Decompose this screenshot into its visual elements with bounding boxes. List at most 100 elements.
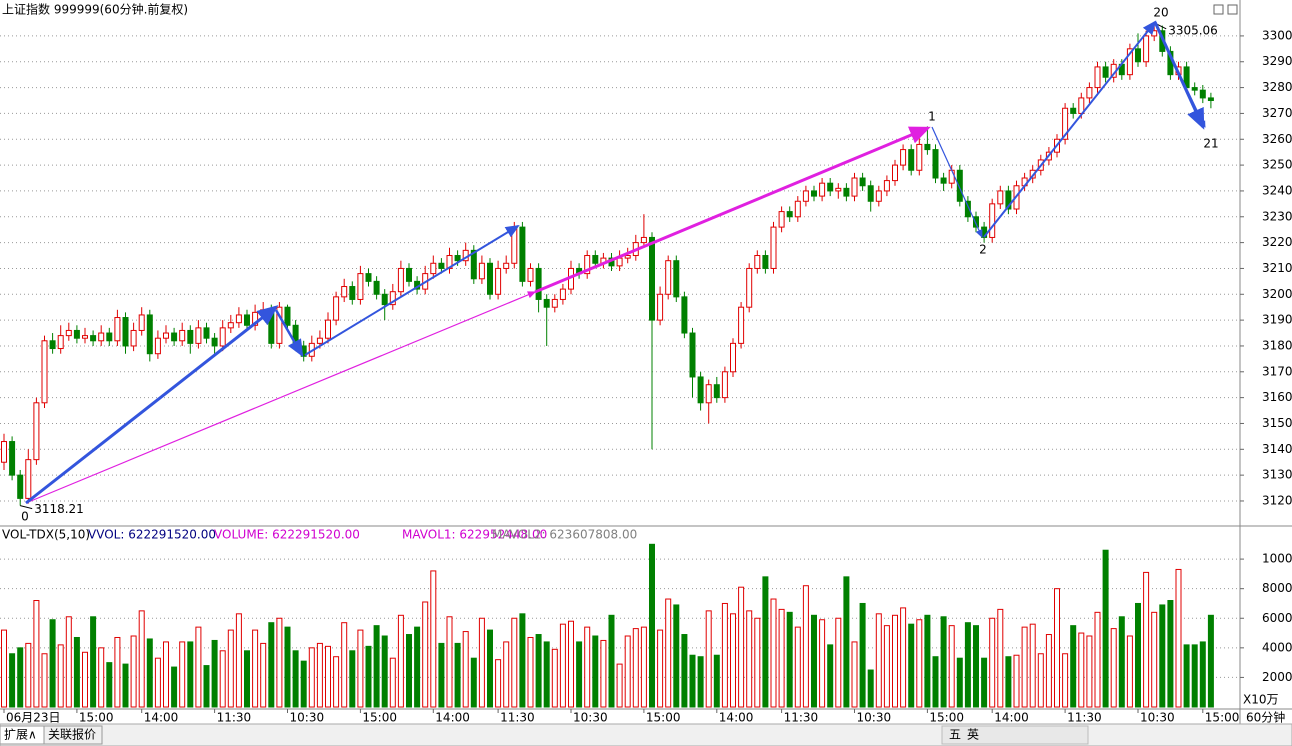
volume-bar [325,645,331,708]
candle-body [649,236,655,321]
candle-body [924,143,931,151]
window-button[interactable] [1227,4,1238,15]
volume-bar [227,629,234,708]
candle-body [357,273,364,300]
ime-icon[interactable]: 英 [967,728,979,742]
candle-body [551,298,558,308]
candle-body [154,337,161,355]
candle-body [956,169,963,202]
volume-bar [770,598,777,708]
chart-title: 上证指数 999999(60分钟.前复权) [2,2,188,17]
volume-bar [908,623,915,708]
wave-line [534,126,931,294]
volume-bar [365,645,372,708]
volume-bar [568,620,574,708]
candle-body [211,337,218,347]
candle-body [543,298,550,308]
volume-bar [640,626,647,708]
volume-bar [511,617,518,708]
candle-body [495,267,502,295]
candle-body [163,332,169,339]
candle-body [616,257,623,267]
volume-bar [276,617,283,708]
candle-body [316,337,323,344]
volume-bar [867,669,874,708]
candle-body [908,149,915,171]
volume-bar [681,634,688,708]
candle-body [122,317,129,347]
candle-body [98,332,105,342]
volume-bar [381,635,388,708]
y-tick-label: 3190 [1262,313,1292,327]
volume-bar [973,625,979,708]
candle-body [875,190,882,202]
volume-bar [673,604,680,708]
candle-body [1191,87,1198,91]
candle-body [244,314,250,326]
volume-bar [1086,635,1093,708]
volume-bar [730,613,736,708]
volume-bar [576,641,583,708]
volume-unit: X10万 [1243,693,1279,707]
volume-bar [446,616,453,708]
tab[interactable] [43,725,103,745]
tab-label[interactable]: 关联报价 [48,727,96,742]
volume-bar [981,657,988,708]
volume-legend: VOL-TDX(5,10) [2,528,90,542]
volume-bar [989,617,996,708]
volume-bar [1054,588,1060,708]
volume-bar [260,642,267,708]
candle-body [883,180,890,192]
volume-bar [697,656,704,708]
candle-body [746,267,753,308]
volume-bar [543,641,550,708]
candle-body [811,190,817,197]
candle-body [333,296,340,321]
candle-body [187,329,194,344]
volume-bar [333,656,340,708]
candle-body [1094,66,1101,89]
volume-bar [438,642,445,708]
volume-bar [25,642,32,708]
candle-body [819,182,826,197]
volume-bar [171,666,178,708]
candle-body [964,200,971,218]
volume-bar [892,614,898,708]
candle-body [130,329,137,347]
volume-bar [454,642,461,708]
candle-body [948,169,955,184]
candle-body [276,306,283,344]
candle-body [470,249,477,280]
wave-label: 1 [928,110,936,124]
volume-bar [1135,602,1141,708]
high-label: 3305.06 [1168,23,1218,37]
window-button[interactable] [1213,4,1224,15]
ime-icon[interactable]: 五 [949,728,961,742]
volume-bar [187,641,194,708]
volume-bar [1118,616,1125,708]
volume-bar [1159,604,1166,708]
candle-body [65,329,72,337]
candle-body [438,262,445,269]
candle-body [381,293,388,306]
y-tick-label: 3150 [1262,416,1292,430]
wave-line [931,126,983,239]
period-label: 60分钟 [1246,710,1285,725]
tab-label[interactable]: 扩展∧ [4,728,37,742]
volume-bar [624,635,631,708]
y-tick-label: 3300 [1262,28,1292,42]
volume-bar [527,636,534,708]
y-tick-label: 3170 [1262,364,1292,378]
volume-bar [470,657,477,708]
candle-body [1199,89,1206,99]
volume-bar [146,638,153,708]
y-tick-label: 3250 [1262,158,1292,172]
volume-bar [657,629,664,708]
candle-body [284,306,291,326]
candle-body [349,286,356,300]
volume-bar [9,653,16,708]
candle-body [268,309,275,344]
volume-bar [90,616,97,708]
volume-bar [1,629,7,708]
candle-body [487,262,493,295]
